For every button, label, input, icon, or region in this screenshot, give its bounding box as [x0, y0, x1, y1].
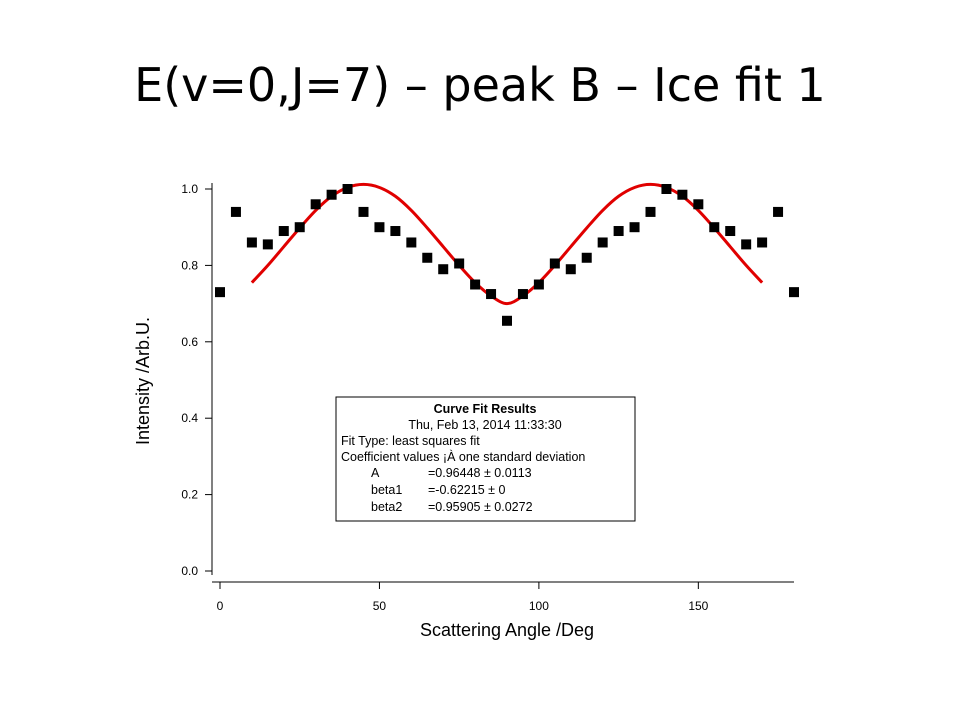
- data-point: [294, 222, 305, 233]
- data-points-layer: [215, 184, 799, 326]
- data-point: [677, 189, 688, 200]
- coef-value-beta1: =-0.62215 ± 0: [428, 483, 505, 497]
- data-point: [789, 287, 799, 298]
- data-point: [613, 226, 624, 237]
- data-point: [741, 239, 752, 250]
- y-tick-label: 0.4: [181, 411, 198, 425]
- data-point: [422, 252, 433, 263]
- data-point: [661, 184, 672, 194]
- axes: [211, 183, 794, 583]
- data-point: [215, 287, 225, 298]
- data-point: [581, 252, 592, 263]
- data-point: [565, 264, 576, 275]
- data-point: [278, 226, 289, 237]
- y-tick-label: 0.0: [181, 564, 198, 578]
- data-point: [533, 279, 544, 290]
- data-point: [549, 258, 560, 269]
- slide-title: E(v=0,J=7) – peak B – Ice fit 1: [134, 58, 826, 112]
- data-point: [262, 239, 273, 250]
- data-point: [486, 289, 497, 300]
- coef-name-a: A: [371, 466, 380, 480]
- coef-name-beta1: beta1: [371, 483, 402, 497]
- fit-results-heading: Curve Fit Results: [434, 402, 537, 416]
- coef-value-a: =0.96448 ± 0.0113: [428, 466, 532, 480]
- fit-results-timestamp: Thu, Feb 13, 2014 11:33:30: [408, 418, 561, 432]
- data-point: [757, 237, 768, 248]
- x-tick-label: 100: [529, 599, 549, 613]
- data-point: [438, 264, 449, 275]
- fit-results-fit-type: Fit Type: least squares fit: [341, 434, 480, 448]
- y-tick-label: 0.2: [181, 488, 198, 502]
- data-point: [310, 199, 321, 210]
- x-tick-label: 0: [217, 599, 224, 613]
- data-point: [470, 279, 481, 290]
- data-point: [358, 206, 369, 217]
- data-point: [326, 189, 337, 200]
- data-point: [374, 222, 385, 233]
- data-point: [773, 206, 784, 217]
- data-point: [502, 315, 512, 326]
- data-point: [629, 222, 640, 233]
- x-axis-title: Scattering Angle /Deg: [420, 620, 594, 640]
- data-point: [454, 258, 465, 269]
- data-point: [693, 199, 704, 210]
- data-point: [645, 206, 656, 217]
- ticks: 0.0 0.2 0.4 0.6 0.8 1.0 0 50 100 150: [181, 182, 708, 613]
- fit-curve-layer: [250, 182, 764, 306]
- x-tick-label: 50: [373, 599, 387, 613]
- data-point: [230, 206, 241, 217]
- data-point: [246, 237, 257, 248]
- data-point: [406, 237, 417, 248]
- data-point: [597, 237, 608, 248]
- x-tick-label: 150: [688, 599, 708, 613]
- y-axis-title: Intensity /Arb.U.: [133, 317, 153, 445]
- y-tick-label: 1.0: [181, 182, 198, 196]
- y-tick-label: 0.6: [181, 335, 198, 349]
- y-tick-label: 0.8: [181, 258, 198, 272]
- data-point: [725, 226, 736, 237]
- data-point: [517, 289, 528, 300]
- data-point: [709, 222, 720, 233]
- fit-results-border: [335, 396, 636, 522]
- data-point: [390, 226, 401, 237]
- fit-curve: [250, 182, 764, 306]
- fit-results-coef-note: Coefficient values ¡À one standard devia…: [341, 449, 585, 464]
- coef-value-beta2: =0.95905 ± 0.0272: [428, 500, 533, 514]
- data-point: [342, 184, 353, 194]
- fit-results-box: Curve Fit Results Thu, Feb 13, 2014 11:3…: [335, 396, 636, 522]
- coef-name-beta2: beta2: [371, 500, 402, 514]
